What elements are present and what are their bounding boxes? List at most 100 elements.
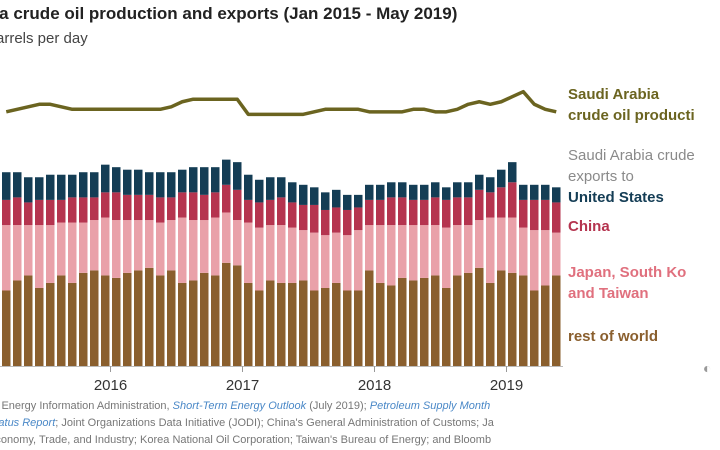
bar-japan-korea-taiwan (255, 227, 264, 291)
bar-japan-korea-taiwan (519, 227, 528, 276)
bar-rest-of-world (431, 275, 440, 366)
bar-japan-korea-taiwan (200, 220, 209, 273)
bar-rest-of-world (167, 270, 176, 366)
bar-china (13, 197, 22, 226)
bar-united-states (35, 177, 44, 200)
chart-subtitle: arrels per day (0, 30, 88, 47)
source-link-psm[interactable]: Petroleum Supply Month (369, 400, 491, 412)
bar-rest-of-world (13, 280, 22, 366)
bar-japan-korea-taiwan (398, 225, 407, 278)
bar-rest-of-world (79, 272, 88, 366)
bar-china (431, 197, 440, 226)
bar-rest-of-world (178, 282, 187, 366)
bar-china (321, 209, 330, 236)
bar-united-states (112, 167, 121, 193)
bar-china (189, 192, 198, 221)
bar-united-states (123, 169, 132, 195)
bar-china (508, 182, 517, 218)
bar-united-states (2, 172, 11, 200)
bar-china (57, 199, 66, 223)
bar-china (486, 192, 495, 218)
bar-united-states (464, 182, 473, 198)
bar-china (35, 199, 44, 226)
eia-logo-icon: ◐ (703, 360, 712, 376)
bar-china (420, 199, 429, 226)
source-link-status-report[interactable]: Status Report (0, 417, 56, 429)
bar-united-states (310, 187, 319, 205)
bar-japan-korea-taiwan (310, 232, 319, 291)
bar-united-states (79, 172, 88, 198)
legend-production: Saudi Arabia crude oil producti (568, 86, 695, 124)
bar-china (46, 199, 55, 226)
bar-rest-of-world (24, 275, 33, 366)
bar-united-states (156, 172, 165, 198)
bar-japan-korea-taiwan (244, 222, 253, 283)
bar-japan-korea-taiwan (167, 220, 176, 271)
bar-united-states (244, 174, 253, 200)
bar-united-states (288, 182, 297, 203)
bar-china (24, 202, 33, 226)
bar-rest-of-world (354, 290, 363, 366)
bar-united-states (486, 177, 495, 193)
bar-united-states (508, 162, 517, 183)
bar-china (277, 197, 286, 226)
bar-rest-of-world (508, 272, 517, 366)
bar-japan-korea-taiwan (156, 222, 165, 276)
bar-rest-of-world (46, 282, 55, 366)
bar-japan-korea-taiwan (266, 225, 275, 281)
bar-china (145, 194, 154, 221)
bar-japan-korea-taiwan (13, 225, 22, 281)
bar-japan-korea-taiwan (46, 225, 55, 283)
bar-rest-of-world (453, 275, 462, 366)
bar-rest-of-world (255, 290, 264, 366)
bar-rest-of-world (310, 290, 319, 366)
bar-japan-korea-taiwan (79, 222, 88, 273)
bar-rest-of-world (200, 272, 209, 366)
bar-japan-korea-taiwan (145, 220, 154, 268)
bar-rest-of-world (134, 270, 143, 366)
bar-rest-of-world (321, 287, 330, 366)
bar-rest-of-world (332, 282, 341, 366)
bar-china (442, 199, 451, 228)
bar-japan-korea-taiwan (277, 225, 286, 283)
bar-china (222, 184, 231, 213)
bar-united-states (134, 169, 143, 195)
bar-japan-korea-taiwan (409, 225, 418, 281)
bar-united-states (222, 159, 231, 185)
bar-united-states (530, 184, 539, 200)
bar-rest-of-world (90, 270, 99, 366)
bar-japan-korea-taiwan (354, 230, 363, 291)
bar-japan-korea-taiwan (35, 225, 44, 288)
bar-china (68, 197, 77, 223)
bar-japan-korea-taiwan (420, 225, 429, 278)
source-link-steo[interactable]: Short-Term Energy Outlook (172, 400, 307, 412)
bar-rest-of-world (365, 270, 374, 366)
bar-rest-of-world (497, 270, 506, 366)
bar-united-states (266, 177, 275, 200)
bar-rest-of-world (541, 285, 550, 366)
bar-japan-korea-taiwan (508, 217, 517, 273)
bar-united-states (46, 174, 55, 200)
bar-rest-of-world (552, 275, 561, 366)
bar-japan-korea-taiwan (134, 220, 143, 271)
bar-china (354, 207, 363, 231)
bar-china (310, 204, 319, 233)
bar-rest-of-world (398, 277, 407, 366)
bar-japan-korea-taiwan (497, 217, 506, 271)
bar-united-states (255, 179, 264, 203)
bar-japan-korea-taiwan (288, 227, 297, 283)
bar-united-states (200, 167, 209, 195)
bar-united-states (442, 187, 451, 200)
bar-united-states (189, 167, 198, 193)
x-tick-label: 2017 (226, 377, 259, 394)
bar-united-states (431, 182, 440, 198)
bar-united-states (354, 194, 363, 208)
bar-japan-korea-taiwan (101, 217, 110, 276)
x-tick-label: 2019 (490, 377, 523, 394)
bar-united-states (409, 184, 418, 200)
bar-china (387, 197, 396, 226)
bar-china (200, 194, 209, 221)
bar-china (90, 197, 99, 221)
bar-united-states (387, 182, 396, 198)
